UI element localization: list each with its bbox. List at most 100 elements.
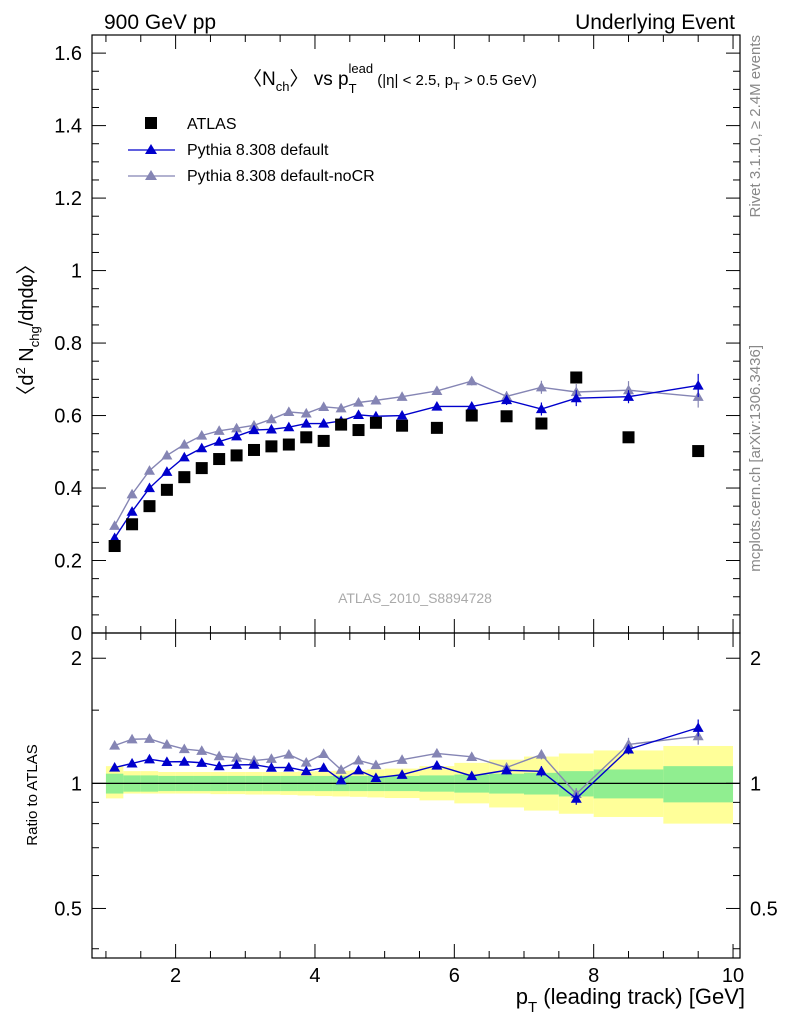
ratio-point: [143, 753, 155, 764]
atlas-data-point: [500, 410, 513, 423]
ratio-point: [623, 743, 635, 754]
data-point: [265, 423, 277, 434]
ratio-point: [318, 762, 330, 772]
title-p-sub: T: [349, 81, 357, 96]
ratio-point: [335, 764, 347, 774]
y-tick-label: 0.2: [54, 551, 82, 573]
ratio-point: [692, 722, 704, 732]
ylabel-sup: 2: [13, 367, 28, 374]
ratio-point: [431, 747, 443, 758]
atlas-data-point: [213, 453, 226, 466]
legend-marker-atlas: [145, 117, 157, 129]
ratio-point: [265, 762, 277, 772]
ratio-point: [300, 765, 312, 776]
x-tick-label: 2: [170, 965, 181, 987]
ratio-point: [231, 752, 243, 762]
ratio-y-tick-label-right: 0.5: [750, 898, 778, 920]
atlas-data-point: [352, 424, 365, 437]
ratio-point: [109, 739, 121, 750]
atlas-data-point: [570, 371, 583, 384]
data-point: [535, 403, 547, 414]
ratio-y-tick-label: 1: [71, 773, 82, 795]
atlas-data-point: [195, 462, 208, 475]
data-point: [161, 449, 173, 460]
title-cuts-a: (|η| < 2.5, p: [373, 72, 453, 89]
data-point: [466, 375, 478, 386]
ratio-point: [300, 757, 312, 767]
ratio-y-tick-label-right: 2: [750, 648, 761, 670]
xlabel-p: p: [516, 984, 528, 1009]
data-point: [501, 394, 513, 405]
title-n: 〈N: [243, 68, 276, 90]
ratio-line-2: [114, 735, 699, 795]
ratio-point: [623, 738, 635, 749]
atlas-data-point: [126, 518, 139, 531]
x-tick-label: 6: [449, 965, 460, 987]
atlas-data-point: [230, 449, 243, 462]
data-point: [231, 422, 243, 433]
title-cuts-b: > 0.5 GeV): [460, 72, 537, 89]
ratio-point: [213, 750, 225, 761]
ratio-point: [283, 761, 295, 772]
ratio-point: [283, 749, 295, 759]
ratio-point: [396, 754, 408, 764]
ratio-point: [570, 793, 582, 803]
y-tick-label: 1.4: [54, 116, 82, 138]
data-point: [623, 391, 635, 401]
data-point: [143, 482, 155, 493]
ratio-point: [353, 764, 365, 775]
series-line-2: [114, 380, 699, 527]
legend-marker-nocr: [145, 170, 157, 180]
data-point: [300, 418, 312, 428]
atlas-data-point: [622, 431, 635, 444]
axes-layer: 2 4 6 8 10 0 0.2 0.4 0.6 0.8 1 1.2 1.4 1.6 0.5 0.5 1 1 2 2: [54, 34, 778, 987]
data-point: [431, 400, 443, 411]
atlas-data-point: [300, 431, 313, 444]
data-point: [318, 401, 330, 411]
ratio-y-tick-label: 0.5: [54, 898, 82, 920]
atlas-data-point: [369, 416, 382, 429]
y-tick-label: 0.6: [54, 406, 82, 428]
data-point: [353, 396, 365, 407]
x-axis-label: pT (leading track) [GeV]: [516, 984, 745, 1016]
ratio-point: [196, 745, 208, 755]
ratio-point: [535, 765, 547, 776]
data-point: [370, 394, 382, 405]
ratio-y-tick-label-right: 1: [750, 773, 761, 795]
data-point: [178, 439, 190, 449]
ratio-point: [370, 759, 382, 770]
analysis-watermark: ATLAS_2010_S8894728: [338, 590, 492, 606]
data-point: [692, 379, 704, 390]
data-point: [466, 400, 478, 411]
y-tick-label: 1.2: [54, 188, 82, 210]
atlas-data-point: [178, 471, 191, 484]
data-point: [248, 424, 260, 435]
title-cuts-sub: T: [453, 81, 460, 93]
data-point: [213, 436, 225, 446]
legend-label-atlas: ATLAS: [187, 116, 237, 133]
data-point: [265, 413, 277, 424]
data-point: [396, 410, 408, 420]
ratio-point: [109, 762, 121, 772]
ratio-point: [466, 751, 478, 761]
atlas-data-point: [317, 434, 330, 447]
legend-label-nocr: Pythia 8.308 default-noCR: [187, 168, 375, 185]
data-point: [213, 425, 225, 435]
y-tick-label: 1: [71, 261, 82, 283]
data-point: [353, 409, 365, 419]
data-point: [109, 532, 121, 543]
ratio-point: [535, 749, 547, 759]
rivet-info: Rivet 3.1.10, ≥ 2.4M events: [747, 35, 764, 218]
ratio-y-axis-label: Ratio to ATLAS: [24, 744, 41, 845]
data-point: [300, 407, 312, 418]
ylabel-b: N: [16, 347, 38, 367]
data-point: [178, 451, 190, 462]
title-vs: 〉 vs p: [289, 68, 348, 90]
mcplots-info: mcplots.cern.ch [arXiv:1306.3436]: [747, 345, 764, 572]
ylabel-sub: chg: [27, 326, 42, 347]
atlas-data-point: [430, 421, 443, 434]
ylabel-a: 〈d: [16, 374, 38, 405]
y-tick-label: 1.6: [54, 43, 82, 65]
ratio-point: [501, 764, 513, 775]
